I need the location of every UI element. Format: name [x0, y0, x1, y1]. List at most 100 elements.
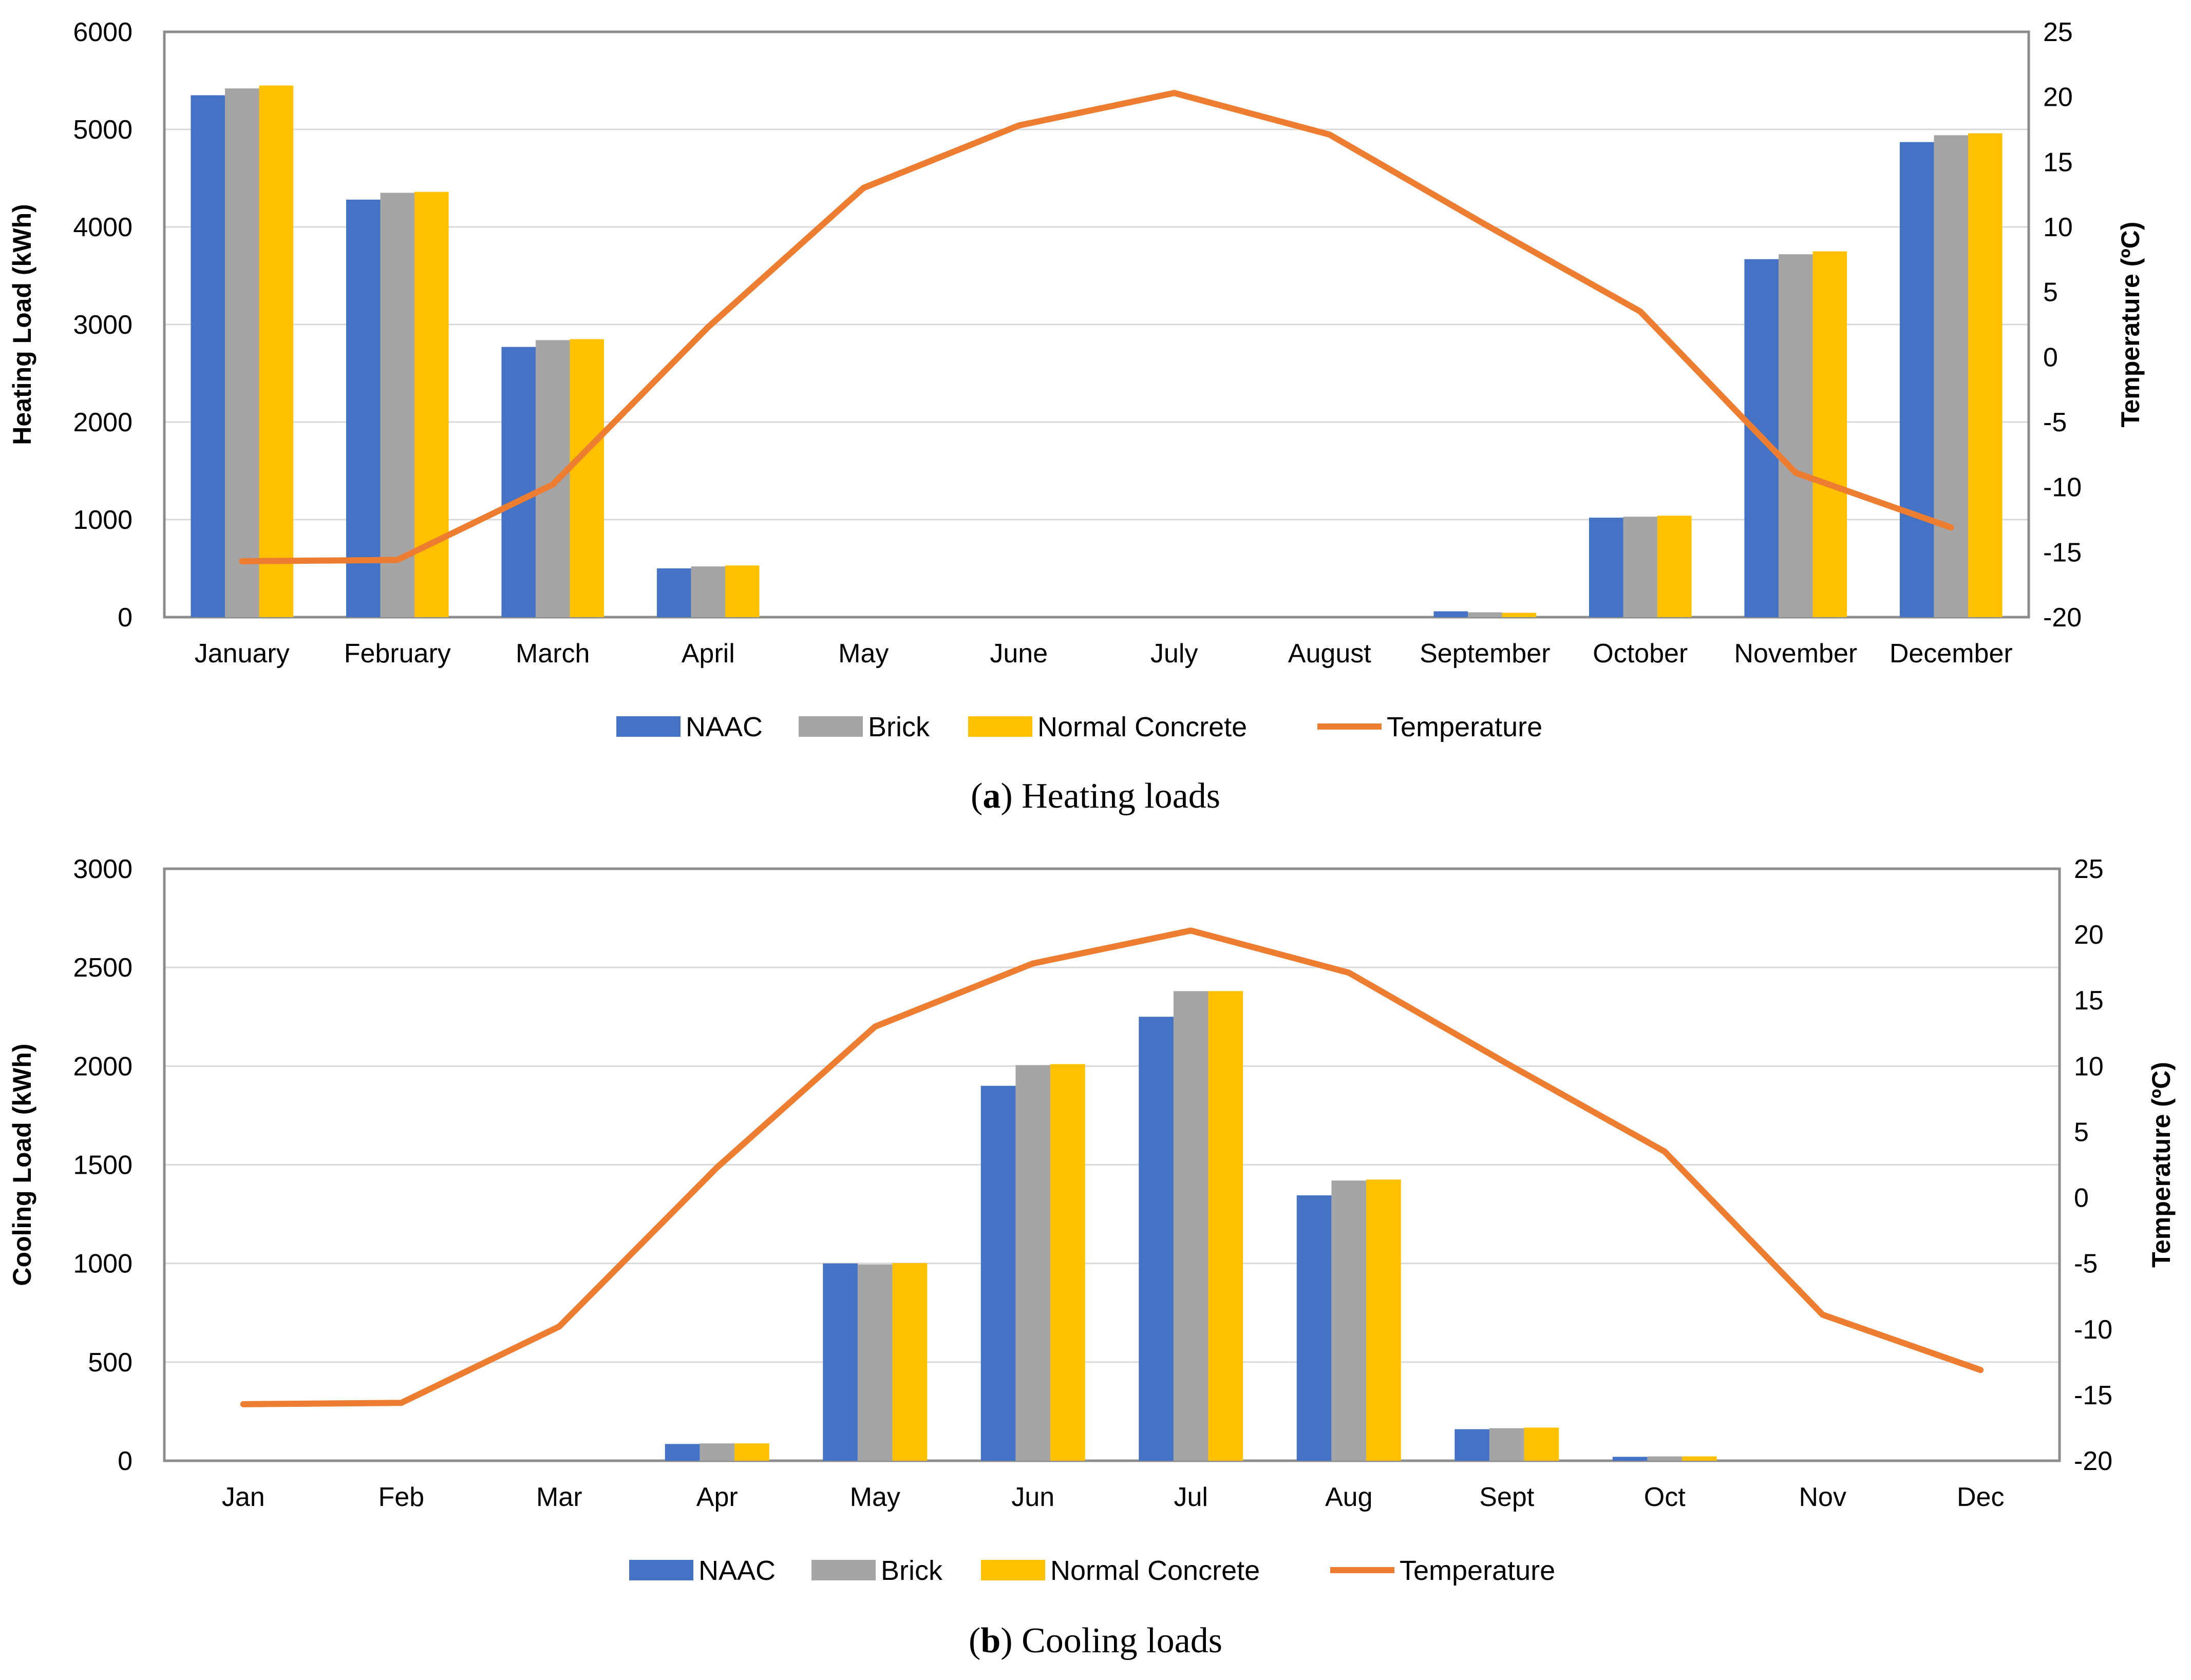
y2-tick-label: 0	[2043, 342, 2058, 372]
y2-tick-label: 0	[2074, 1183, 2089, 1213]
x-tick-label: March	[516, 639, 590, 669]
x-tick-label: December	[1890, 639, 2013, 669]
bar-naac-7	[1296, 1195, 1332, 1461]
y-tick-label: 1000	[73, 505, 133, 535]
bar-normal-concrete-9	[1682, 1456, 1717, 1461]
temperature-line	[239, 90, 1954, 565]
caption-title: Cooling loads	[1022, 1621, 1222, 1660]
cooling-loads-chart: 0 500 1000 1500 2000 2500 3000 -20 -15 -10 -5 0 5 10 1…	[8, 854, 2176, 1660]
bar-brick-7	[1331, 1180, 1367, 1461]
y2-tick-label: -15	[2043, 538, 2082, 567]
bar-brick-5	[1015, 1065, 1051, 1461]
bar-naac-9	[1589, 518, 1623, 617]
legend-swatch-brick	[811, 1560, 876, 1580]
chart-caption: (a) Heating loads	[971, 776, 1220, 816]
caption-title: Heating loads	[1022, 776, 1220, 816]
bar-brick-6	[1173, 991, 1208, 1461]
legend-swatch-normal-concrete	[981, 1560, 1045, 1580]
y2-tick-label: -20	[2074, 1446, 2112, 1476]
bar-brick-3	[691, 566, 726, 617]
legend-swatch-naac	[616, 716, 681, 737]
y2-tick-label: -15	[2074, 1381, 2112, 1410]
bar-normal-concrete-9	[1657, 516, 1692, 617]
bar-brick-4	[857, 1264, 893, 1461]
y-tick-label: 2500	[73, 953, 133, 983]
plot-area-border	[163, 30, 2030, 619]
y2-tick-label: 10	[2043, 213, 2073, 242]
x-tick-label: Aug	[1325, 1482, 1373, 1512]
x-tick-label: Apr	[696, 1482, 738, 1512]
bar-naac-8	[1433, 611, 1468, 617]
bar-naac-3	[656, 568, 691, 617]
legend: NAAC Brick Normal Concrete Temperature	[629, 1555, 1555, 1586]
bar-normal-concrete-3	[734, 1443, 769, 1461]
y-tick-label: 0	[118, 1446, 133, 1476]
bar-naac-5	[980, 1085, 1016, 1461]
bar-brick-9	[1647, 1456, 1683, 1461]
bar-brick-3	[700, 1443, 735, 1461]
y2-tick-label: 25	[2043, 17, 2073, 47]
y-tick-label: 6000	[73, 17, 133, 47]
bar-normal-concrete-7	[1366, 1179, 1401, 1461]
y2-tick-label: 20	[2043, 83, 2073, 112]
bars	[665, 991, 1717, 1461]
bar-naac-4	[823, 1263, 858, 1461]
caption-letter: b	[980, 1621, 1000, 1660]
bars	[191, 85, 2003, 618]
y2-tick-label: -10	[2074, 1315, 2112, 1345]
bar-brick-11	[1934, 135, 1969, 617]
y2-tick-label: -10	[2043, 473, 2082, 503]
bar-brick-9	[1623, 517, 1658, 617]
y-axis-title: Cooling Load (kWh)	[8, 1043, 36, 1286]
y2-tick-label: -5	[2043, 408, 2067, 437]
x-tick-label: February	[344, 639, 451, 669]
bar-normal-concrete-6	[1208, 991, 1243, 1461]
x-tick-label: April	[682, 639, 735, 669]
y2-axis-title: Temperature (ºC)	[2147, 1062, 2176, 1268]
bar-brick-10	[1778, 254, 1813, 617]
legend-label: Brick	[881, 1555, 943, 1586]
bar-brick-0	[224, 88, 259, 618]
y-tick-label: 0	[118, 603, 133, 633]
x-tick-label: Jun	[1011, 1482, 1054, 1512]
legend-label: NAAC	[686, 712, 763, 742]
x-tick-label: January	[195, 639, 290, 669]
bar-normal-concrete-8	[1502, 613, 1537, 617]
y2-tick-label: 5	[2043, 278, 2058, 308]
plot-area-border	[163, 867, 2061, 1462]
y-tick-label: 500	[88, 1348, 133, 1378]
caption-paren-close: )	[1000, 1621, 1022, 1660]
x-tick-label: Feb	[378, 1482, 424, 1512]
bar-naac-1	[346, 199, 381, 617]
caption-paren-open: (	[969, 1621, 980, 1660]
bar-brick-8	[1467, 612, 1502, 617]
y-tick-label: 5000	[73, 115, 133, 145]
bar-normal-concrete-0	[259, 85, 294, 617]
x-tick-label: Jul	[1174, 1482, 1208, 1512]
bar-brick-8	[1489, 1428, 1524, 1461]
y-tick-label: 1000	[73, 1249, 133, 1279]
bar-normal-concrete-1	[414, 192, 449, 618]
y-tick-label: 3000	[73, 854, 133, 884]
x-tick-label: Mar	[536, 1482, 582, 1512]
bar-normal-concrete-11	[1968, 133, 2003, 618]
y-tick-label: 3000	[73, 310, 133, 340]
bar-brick-1	[380, 193, 415, 617]
caption-paren-open: (	[971, 776, 983, 816]
x-tick-label: October	[1593, 639, 1688, 669]
legend-label: Temperature	[1400, 1555, 1555, 1586]
x-tick-label: November	[1734, 639, 1857, 669]
y2-tick-label: 5	[2074, 1117, 2089, 1147]
y2-axis-title: Temperature (ºC)	[2116, 222, 2145, 428]
x-tick-label: May	[850, 1482, 900, 1512]
bar-brick-2	[535, 340, 570, 617]
x-tick-label: June	[990, 639, 1048, 669]
y-tick-label: 4000	[73, 213, 133, 242]
x-tick-label: August	[1288, 639, 1371, 669]
y-axis-title: Heating Load (kWh)	[8, 204, 36, 445]
y2-tick-label: 15	[2074, 986, 2104, 1016]
x-tick-label: Nov	[1799, 1482, 1846, 1512]
bar-normal-concrete-5	[1050, 1064, 1085, 1461]
x-tick-label: Dec	[1957, 1482, 2004, 1512]
